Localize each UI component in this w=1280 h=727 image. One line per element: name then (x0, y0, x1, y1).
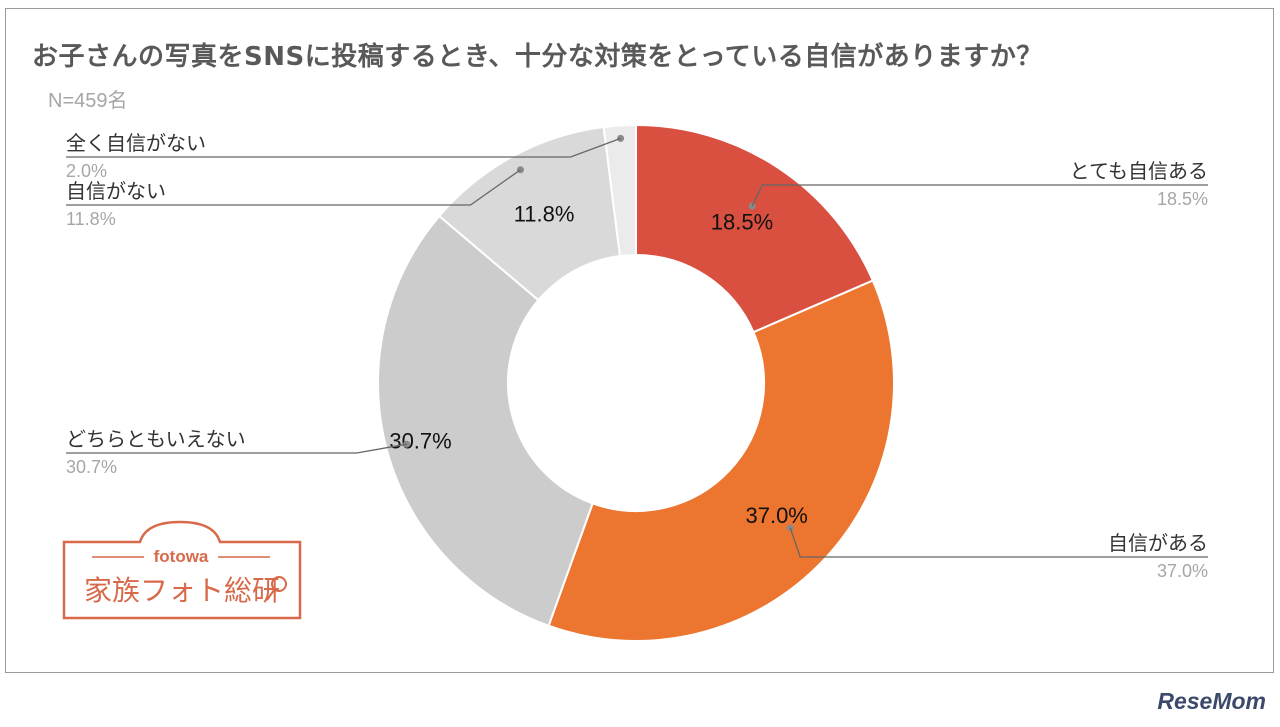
fotowa-logo: fotowa 家族フォト総研 (62, 520, 302, 620)
callout-value-4: 2.0% (66, 161, 107, 181)
logo-main-text: 家族フォト総研 (84, 574, 280, 607)
brand-text: ReseMom (1157, 688, 1266, 714)
chart-title: お子さんの写真をSNSに投稿するとき、十分な対策をとっている自信がありますか？ (32, 42, 1043, 72)
callout-label-3: 自信がない (66, 179, 166, 203)
slice-value-label-0: 18.5% (711, 210, 773, 235)
callout-value-1: 37.0% (1157, 561, 1208, 581)
callout-value-3: 11.8% (66, 209, 116, 229)
callout-line-3 (66, 169, 521, 206)
callout-label-4: 全く自信がない (66, 131, 206, 155)
slice-0 (635, 123, 875, 334)
sample-size: N=459名 (48, 90, 128, 112)
callout-value-2: 30.7% (66, 457, 117, 477)
slice-value-label-1: 37.0% (745, 503, 807, 528)
resemom-brand: ReseMom (1157, 688, 1266, 715)
slice-value-label-2: 30.7% (389, 428, 451, 453)
logo-top-text: fotowa (154, 547, 209, 566)
slice-value-label-3: 11.8% (514, 201, 575, 226)
slice-2 (377, 214, 594, 628)
callout-line-1 (789, 527, 1208, 558)
slice-1 (547, 279, 895, 642)
callout-line-0 (751, 184, 1208, 207)
callout-value-0: 18.5% (1157, 189, 1208, 209)
callout-line-4 (66, 137, 621, 158)
callout-label-1: 自信がある (1108, 531, 1208, 555)
callout-line-2 (66, 443, 407, 454)
callout-label-0: とても自信ある (1070, 159, 1208, 183)
callout-label-2: どちらともいえない (66, 427, 246, 451)
slice-4 (602, 123, 637, 258)
